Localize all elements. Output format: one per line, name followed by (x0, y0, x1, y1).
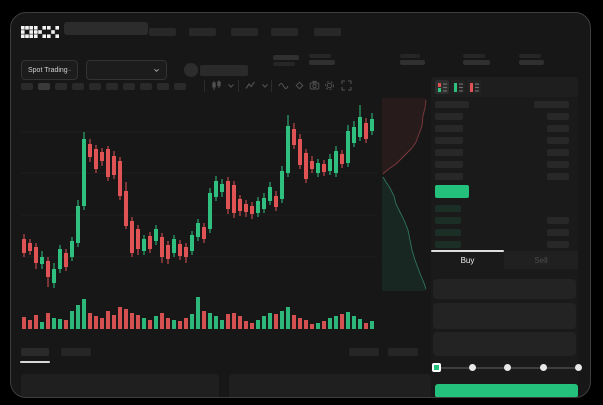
slider-stop[interactable] (540, 364, 547, 371)
slider-stop[interactable] (575, 364, 582, 371)
pair-name-placeholder (200, 65, 248, 76)
buy-submit-button[interactable] (435, 384, 578, 397)
order-amount-input[interactable] (433, 303, 576, 329)
last-price-placeholder (273, 55, 299, 60)
orderbook-header-price[interactable] (435, 101, 469, 108)
candle-style-icon[interactable] (211, 80, 222, 91)
orderbook-ask-amount (547, 149, 569, 156)
okx-logo-icon (21, 26, 59, 38)
slider-handle[interactable] (432, 363, 441, 372)
bottom-tab-underline (20, 361, 50, 363)
stat-group (309, 54, 335, 65)
chevron-down-icon[interactable] (261, 83, 269, 89)
orderbook-ask-price[interactable] (435, 149, 463, 156)
bottom-tab-active[interactable] (21, 348, 49, 356)
settings-gear-icon[interactable] (324, 80, 335, 91)
orderbook-bid-amount (547, 241, 569, 248)
orderbook-bid-price[interactable] (435, 205, 461, 212)
timeframe-button[interactable] (55, 83, 67, 90)
orderbook-view-bids-icon[interactable] (451, 80, 465, 94)
pair-dropdown[interactable] (86, 60, 167, 80)
orderbook-ask-amount (547, 161, 569, 168)
sell-tab-label: Sell (534, 256, 548, 265)
tab-sell[interactable]: Sell (504, 253, 578, 269)
stat-group (400, 54, 425, 65)
indicators-icon[interactable] (245, 80, 256, 91)
fullscreen-icon[interactable] (341, 80, 352, 91)
market-type-label: Spot Trading (28, 66, 68, 74)
timeframe-button[interactable] (140, 83, 152, 90)
orderbook-ask-price[interactable] (435, 173, 463, 180)
candlestick-chart[interactable] (21, 101, 377, 331)
orderbook-ask-price[interactable] (435, 161, 463, 168)
tab-sell-bg (504, 251, 578, 269)
orderbook-bid-price[interactable] (435, 241, 461, 248)
slider-stop[interactable] (504, 364, 511, 371)
orderbook-view-toggles (435, 80, 481, 94)
orderbook-header-amount (534, 101, 569, 108)
divider (271, 80, 272, 92)
timeframe-button[interactable] (157, 83, 169, 90)
price-sub-placeholder (273, 62, 295, 66)
bottom-control[interactable] (349, 348, 379, 356)
timeframe-button[interactable] (38, 83, 50, 90)
timeframe-row (21, 83, 186, 90)
orderbook-ask-price[interactable] (435, 137, 463, 144)
timeframe-button[interactable] (174, 83, 186, 90)
chevron-down-icon (68, 69, 71, 71)
okx-logo[interactable]: OKX (21, 25, 59, 38)
orderbook-ask-amount (547, 137, 569, 144)
history-panel-placeholder (229, 374, 431, 397)
drawing-tool-icon[interactable] (294, 80, 305, 91)
order-price-input[interactable] (433, 279, 576, 299)
top-nav (149, 28, 341, 36)
camera-icon[interactable] (309, 80, 320, 91)
timeframe-button[interactable] (72, 83, 84, 90)
orderbook-ask-amount (547, 125, 569, 132)
orders-panel-placeholder (21, 374, 219, 397)
divider (204, 80, 205, 92)
bottom-tab[interactable] (61, 348, 91, 356)
divider (238, 80, 239, 92)
nav-item[interactable] (231, 28, 258, 36)
slider-stop[interactable] (469, 364, 476, 371)
bottom-control[interactable] (388, 348, 418, 356)
chevron-down-icon (154, 68, 159, 72)
depth-chart (382, 98, 427, 291)
coin-icon (184, 63, 198, 77)
orderbook-ask-price[interactable] (435, 125, 463, 132)
orderbook-view-both-icon[interactable] (435, 80, 449, 94)
app-window: OKX Spot Trading (10, 12, 591, 398)
buy-tab-label: Buy (460, 256, 475, 265)
orderbook-view-asks-icon[interactable] (467, 80, 481, 94)
market-type-dropdown[interactable]: Spot Trading (21, 60, 78, 80)
stat-group (463, 54, 490, 65)
orderbook-bid-price[interactable] (435, 229, 461, 236)
orderbook-last-price[interactable] (435, 185, 469, 198)
orderbook-ask-price[interactable] (435, 113, 463, 120)
order-total-input[interactable] (433, 332, 576, 356)
stat-group (519, 54, 544, 65)
line-tool-icon[interactable] (278, 80, 289, 91)
nav-item[interactable] (314, 28, 341, 36)
timeframe-button[interactable] (106, 83, 118, 90)
nav-item[interactable] (271, 28, 298, 36)
tab-buy[interactable]: Buy (431, 253, 504, 269)
active-tab-indicator (431, 250, 504, 252)
orderbook-ask-amount (547, 173, 569, 180)
nav-item[interactable] (189, 28, 216, 36)
timeframe-button[interactable] (123, 83, 135, 90)
orderbook-bid-amount (547, 217, 569, 224)
orderbook-bid-price[interactable] (435, 217, 461, 224)
orderbook-ask-amount (547, 113, 569, 120)
timeframe-button[interactable] (89, 83, 101, 90)
orderbook-bid-amount (547, 229, 569, 236)
search-input[interactable] (64, 22, 148, 35)
timeframe-button[interactable] (21, 83, 33, 90)
chevron-down-icon[interactable] (227, 83, 235, 89)
nav-item[interactable] (149, 28, 176, 36)
